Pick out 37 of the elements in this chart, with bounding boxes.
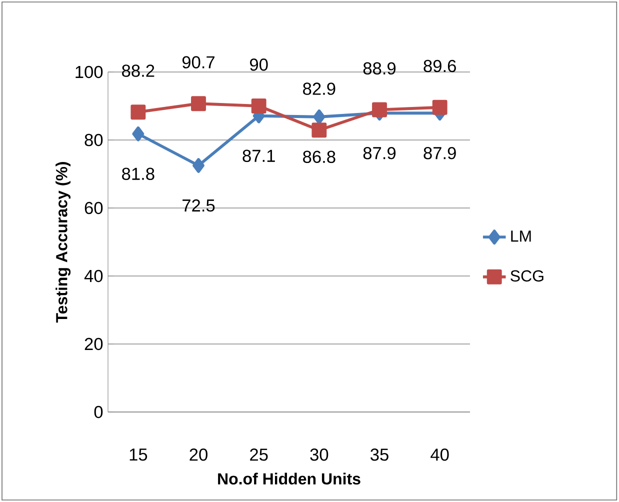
point	[132, 126, 144, 142]
point	[432, 100, 448, 115]
x-axis-title: No.of Hidden Units	[218, 472, 360, 485]
x-tick-label: 20	[190, 448, 208, 461]
point	[191, 96, 206, 112]
y-tick-label: 0	[94, 406, 103, 418]
x-tick-label: 25	[250, 448, 268, 461]
data-label: 82.9	[303, 82, 336, 95]
x-tick-label: 30	[310, 448, 328, 461]
y-tick-label: 20	[84, 338, 103, 350]
y-tick-label: 80	[84, 134, 103, 146]
point	[251, 98, 266, 114]
point	[312, 122, 327, 138]
data-label: 87.9	[363, 146, 396, 160]
y-tick-label: 40	[84, 270, 103, 282]
point	[130, 104, 146, 120]
legend-label: SCG	[510, 270, 544, 282]
x-tick-label: 35	[370, 448, 388, 461]
data-label: 72.5	[182, 199, 215, 212]
point	[313, 109, 326, 124]
data-label: 89.6	[424, 60, 456, 72]
legend-label: LM	[511, 230, 531, 242]
data-label: 88.9	[363, 62, 396, 75]
data-label: 90	[250, 58, 268, 71]
y-tick-label: 100	[76, 66, 103, 78]
data-label: 87.9	[424, 146, 456, 160]
y-tick-label: 60	[84, 202, 103, 214]
data-label: 81.8	[122, 168, 154, 180]
data-label: 87.1	[242, 150, 275, 162]
x-tick-label: 15	[130, 448, 148, 461]
data-label: 90.7	[182, 56, 214, 68]
data-label: 88.2	[122, 64, 154, 77]
point	[192, 158, 204, 173]
data-label: 86.8	[303, 150, 336, 164]
x-tick-label: 40	[430, 448, 449, 461]
point	[372, 102, 387, 118]
y-axis-title: Testing Accuracy (%)	[56, 162, 71, 323]
